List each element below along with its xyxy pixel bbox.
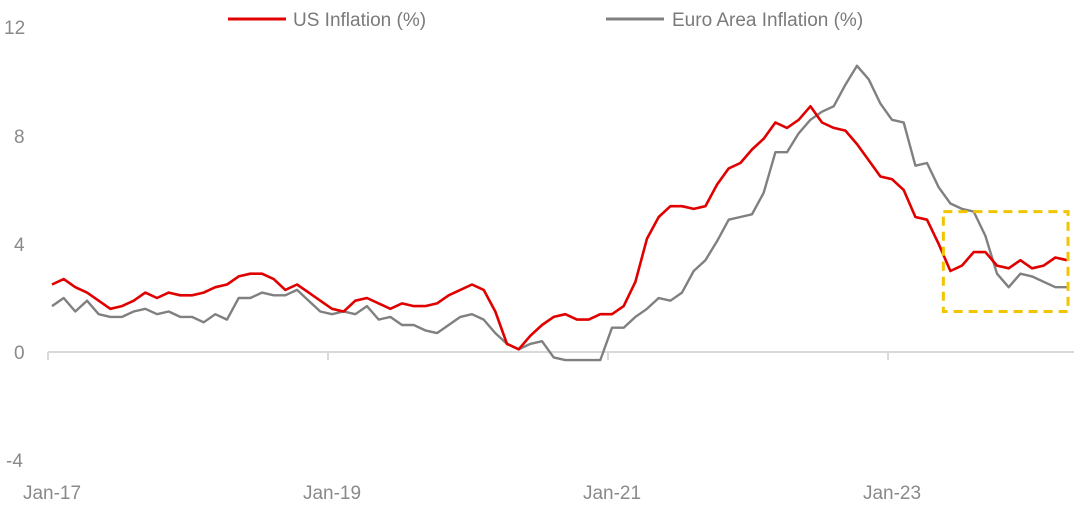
x-tick-label: Jan-17 [23, 483, 81, 504]
y-tick-label: -4 [6, 451, 23, 472]
y-axis-ticks: 12 8 4 0 -4 [4, 18, 25, 472]
legend-label-euro: Euro Area Inflation (%) [672, 10, 863, 31]
y-tick-label: 0 [14, 343, 25, 364]
legend-label-us: US Inflation (%) [293, 10, 426, 31]
x-tick-label: Jan-21 [583, 483, 641, 504]
euro-area-inflation-line [51, 64, 1067, 362]
y-tick-label: 12 [4, 18, 25, 39]
legend: US Inflation (%) Euro Area Inflation (%) [228, 10, 863, 31]
x-axis: Jan-17 Jan-19 Jan-21 Jan-23 [23, 351, 1074, 504]
us-inflation-line [51, 105, 1068, 351]
series-layer [51, 64, 1068, 362]
highlight-box [941, 210, 1070, 314]
y-tick-label: 4 [14, 235, 25, 256]
x-tick-label: Jan-23 [863, 483, 921, 504]
x-tick-label: Jan-19 [303, 483, 361, 504]
y-tick-label: 8 [14, 127, 25, 148]
